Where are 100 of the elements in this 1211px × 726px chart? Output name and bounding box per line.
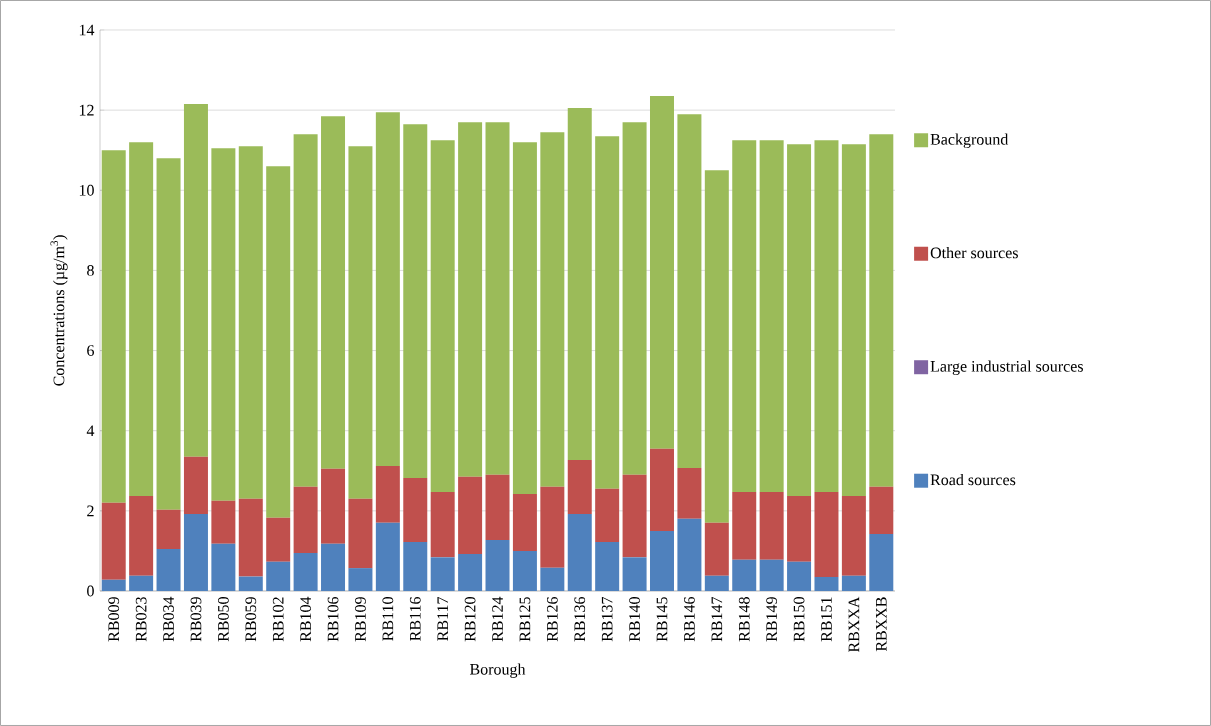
bar: [101, 150, 126, 503]
bar: [732, 492, 757, 560]
x-tick-label: RB102: [272, 597, 284, 642]
bar: [183, 104, 208, 457]
bar: [869, 486, 894, 535]
legend-label: Other sources: [930, 246, 1018, 259]
bar: [759, 492, 784, 560]
bar: [348, 146, 373, 499]
bar: [704, 575, 729, 591]
bar: [101, 579, 126, 591]
bar: [430, 492, 455, 558]
bar: [403, 542, 428, 591]
bar: [485, 474, 510, 541]
bar: [458, 554, 483, 591]
bar: [238, 576, 263, 591]
bar: [622, 557, 647, 591]
bar: [266, 561, 291, 591]
bar: [567, 514, 592, 591]
bar: [321, 543, 346, 591]
bar: [211, 148, 236, 501]
x-tick-label: RB109: [355, 597, 366, 642]
bar: [238, 498, 263, 577]
x-tick-label: RB149: [766, 597, 778, 642]
bar: [458, 476, 483, 555]
x-tick-label: RB140: [629, 597, 640, 642]
bar: [293, 486, 318, 553]
x-tick-label: RBXXA: [848, 596, 860, 653]
x-tick-label: RB050: [217, 597, 229, 642]
bar: [759, 140, 784, 493]
y-tick-label: 0: [87, 585, 94, 597]
bar: [649, 448, 674, 531]
bar: [129, 496, 154, 576]
bar: [540, 486, 565, 568]
x-axis-title: Borough: [469, 663, 526, 678]
bar: [321, 468, 346, 544]
y-tick-label: 4: [86, 425, 95, 436]
x-tick-label: RB150: [793, 597, 805, 642]
bar: [814, 576, 839, 591]
x-tick-label: RBXXB: [876, 597, 887, 652]
bar: [787, 496, 812, 562]
x-tick-label: RB104: [300, 596, 312, 642]
bar: [567, 108, 592, 460]
bar: [540, 567, 565, 591]
bar: [156, 158, 181, 510]
x-tick-label: RB117: [437, 596, 448, 641]
x-tick-label: RB039: [190, 597, 202, 642]
x-tick-label: RB059: [245, 597, 257, 642]
bar: [403, 477, 428, 543]
bar: [677, 467, 702, 519]
bar: [787, 561, 812, 591]
bar: [759, 559, 784, 591]
bar: [595, 542, 620, 591]
bar: [567, 459, 592, 515]
bar: [787, 144, 812, 497]
bar: [266, 166, 291, 518]
bar: [266, 517, 291, 562]
bar: [595, 488, 620, 543]
legend-label: Background: [930, 133, 1009, 149]
bar: [293, 134, 318, 487]
bar: [841, 575, 866, 591]
x-tick-label: RB137: [601, 596, 613, 642]
bar: [732, 559, 757, 591]
bar: [430, 557, 455, 591]
bar: [841, 496, 866, 576]
bar: [348, 498, 373, 569]
legend-label: Large industrial sources: [930, 360, 1083, 376]
x-tick-label: RB009: [108, 597, 120, 642]
y-tick-label: 6: [87, 345, 95, 356]
x-tick-label: RB120: [464, 597, 476, 642]
x-tick-label: RB124: [492, 596, 503, 642]
bar: [375, 465, 400, 523]
x-tick-label: RB136: [574, 596, 586, 642]
bar: [211, 543, 236, 591]
bar: [704, 522, 729, 576]
bar: [814, 140, 839, 493]
bar: [129, 142, 154, 497]
bar: [595, 136, 620, 489]
bar: [512, 494, 537, 551]
y-tick-label: 12: [79, 104, 94, 116]
y-tick-label: 14: [79, 24, 95, 36]
bar: [677, 518, 702, 591]
bar: [458, 122, 483, 477]
bar: [512, 142, 537, 495]
bar: [211, 500, 236, 544]
bar: [375, 522, 400, 591]
bar: [129, 575, 154, 591]
bar: [485, 540, 510, 591]
bar: [677, 114, 702, 468]
y-tick-label: 8: [87, 265, 94, 276]
x-tick-label: RB023: [135, 597, 147, 642]
x-tick-label: RB106: [327, 596, 339, 642]
bar: [238, 146, 263, 499]
x-tick-label: RB034: [163, 596, 174, 642]
bar: [375, 112, 400, 466]
bar: [622, 474, 647, 558]
bar: [704, 170, 729, 523]
y-tick-label: 2: [87, 505, 94, 517]
x-tick-label: RB126: [546, 596, 558, 642]
bar: [649, 530, 674, 591]
y-axis-title: Concentrations (µg/m$^{3}$): [50, 235, 68, 386]
